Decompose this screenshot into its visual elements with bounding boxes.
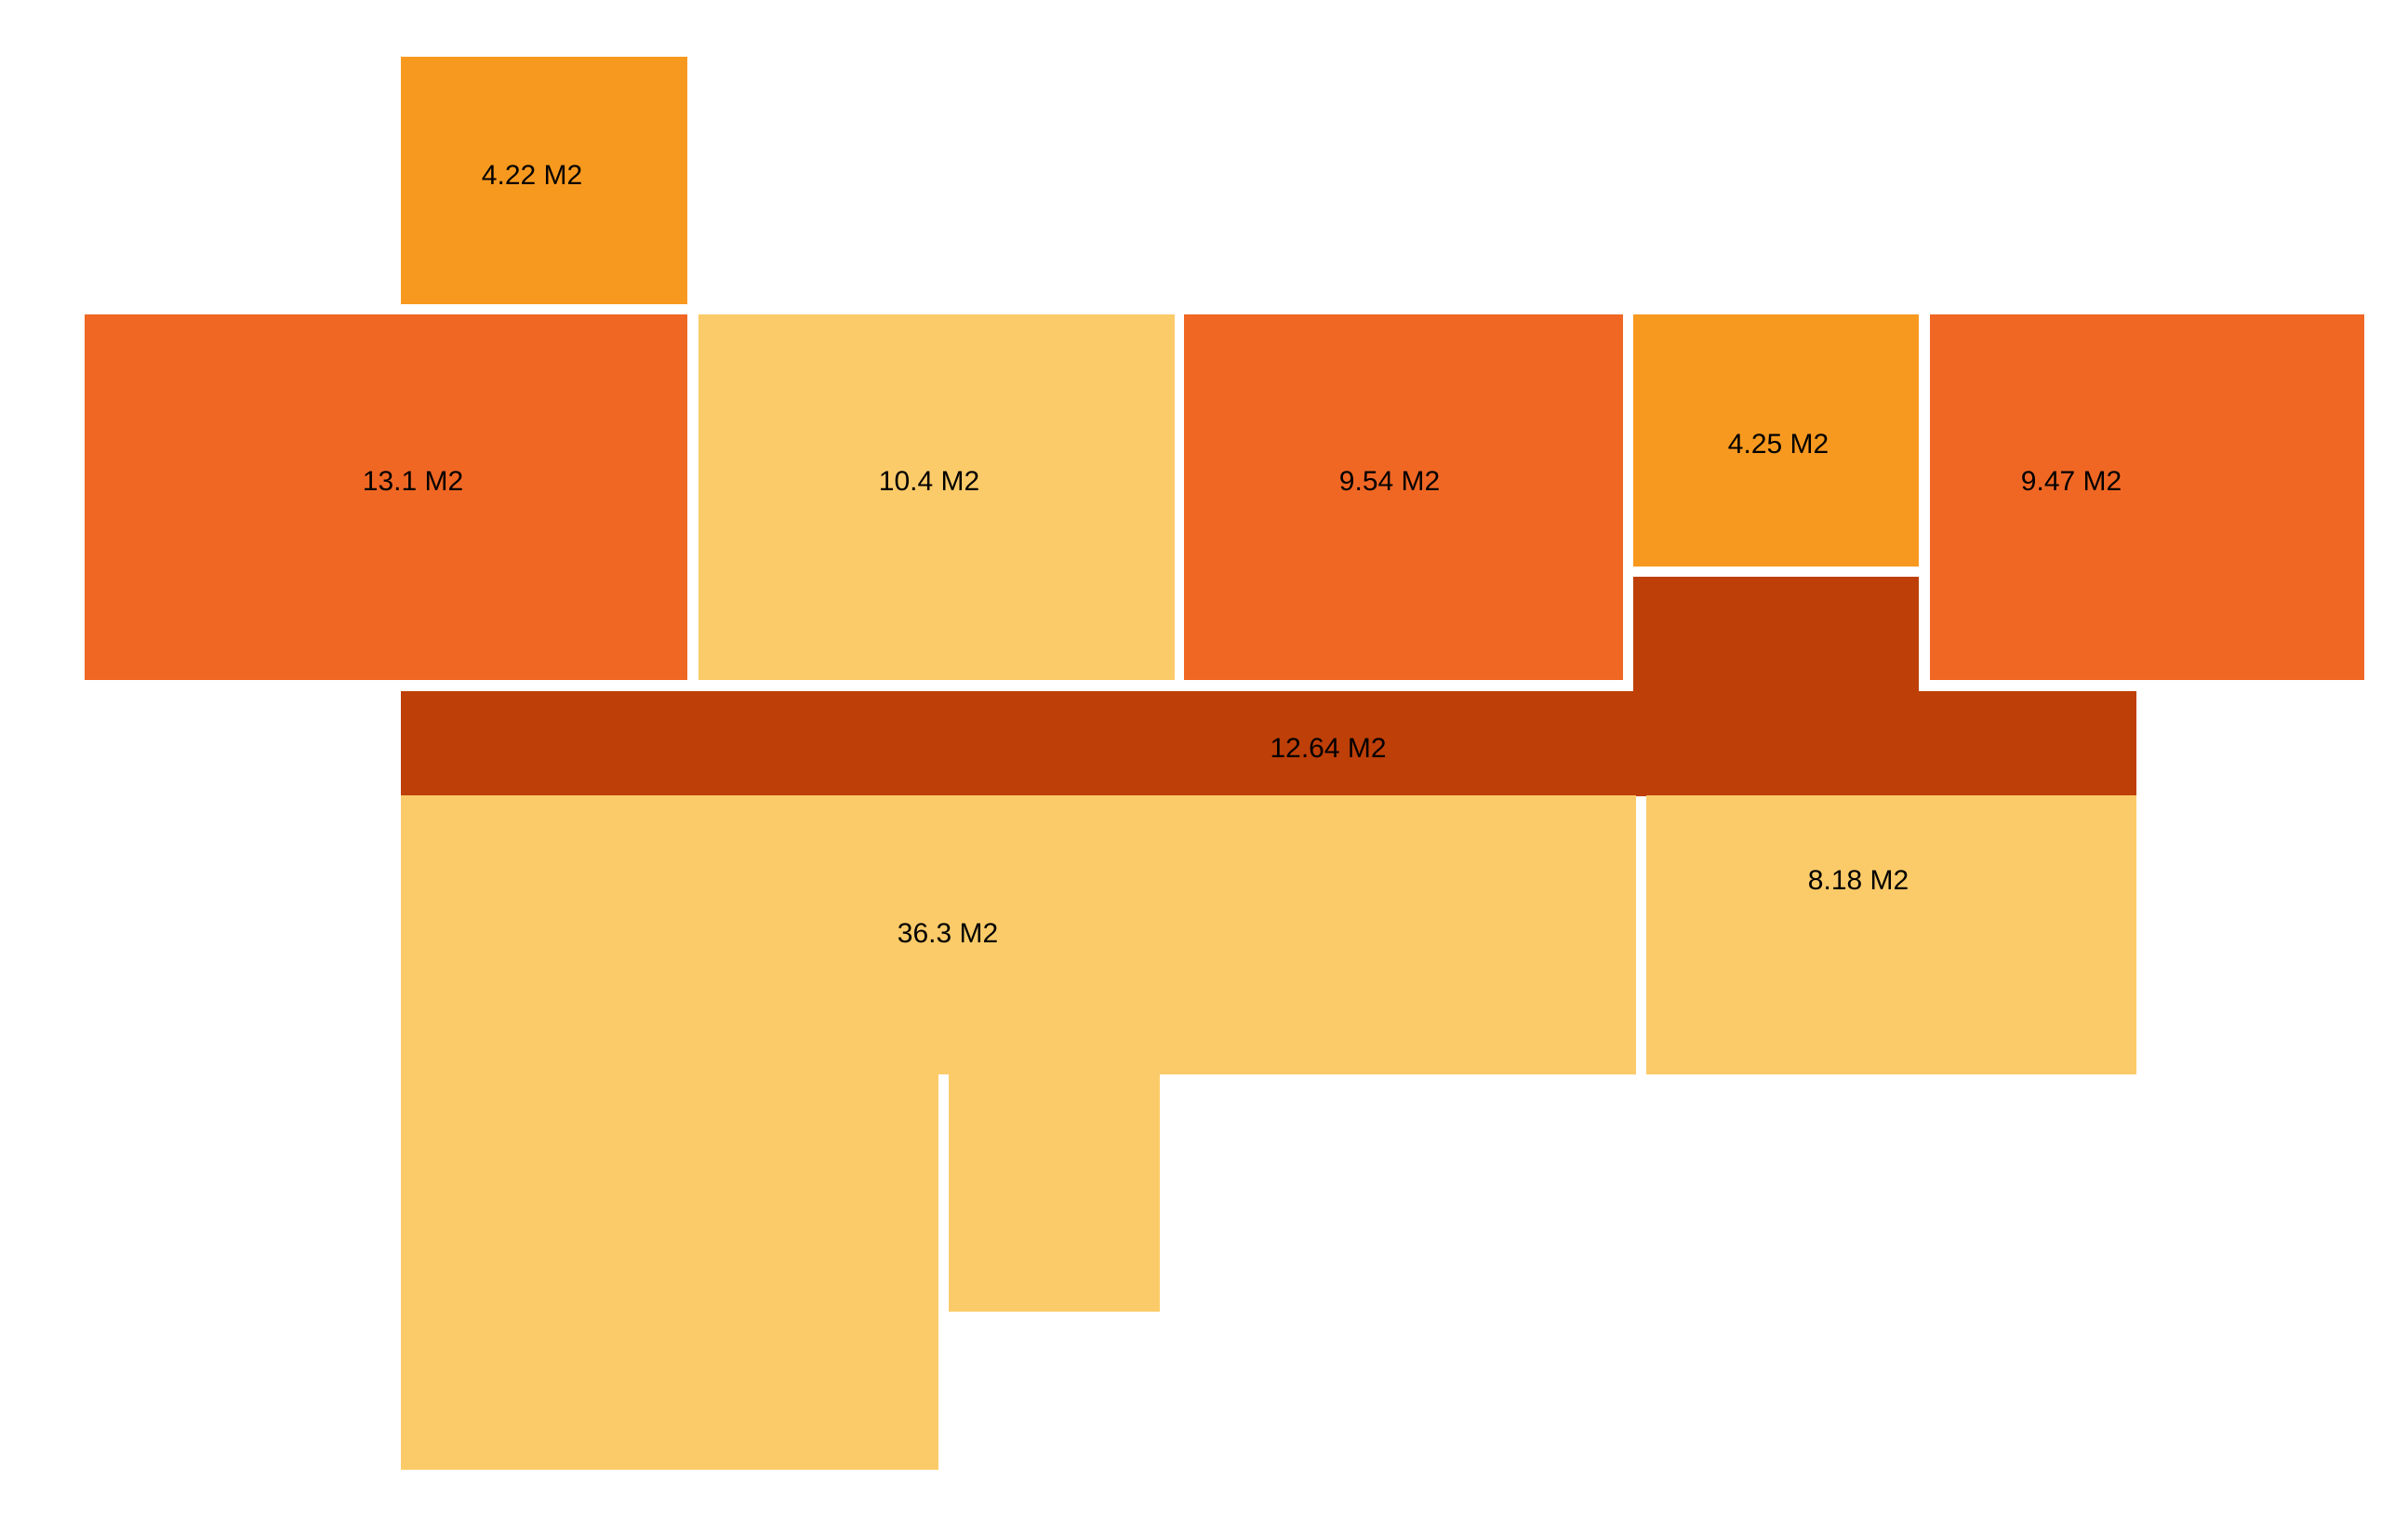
room-shape — [401, 57, 687, 304]
room-shape — [85, 314, 687, 680]
room-shape — [401, 1070, 938, 1470]
room-10-4: 10.4 M2 — [698, 314, 1175, 680]
room-area-label: 36.3 M2 — [898, 918, 998, 949]
room-shape — [949, 1070, 1160, 1312]
room-9-54: 9.54 M2 — [1184, 314, 1623, 680]
room-36-3: 36.3 M2 — [401, 795, 1636, 1470]
room-12-64: 12.64 M2 — [401, 577, 2136, 796]
room-shape — [1633, 314, 1919, 567]
room-area-label: 9.54 M2 — [1339, 466, 1440, 497]
room-shape — [1646, 795, 2136, 1074]
room-shape — [401, 691, 2136, 796]
room-area-label: 8.18 M2 — [1808, 865, 1909, 896]
room-13-1: 13.1 M2 — [85, 314, 687, 680]
room-shape — [1930, 314, 2364, 680]
room-area-label: 9.47 M2 — [2021, 466, 2122, 497]
room-4-22: 4.22 M2 — [401, 57, 687, 304]
room-4-25: 4.25 M2 — [1633, 314, 1919, 567]
room-shape — [698, 314, 1175, 680]
room-shape — [401, 795, 1636, 1074]
room-9-47: 9.47 M2 — [1930, 314, 2364, 680]
room-shape — [1184, 314, 1623, 680]
room-area-label: 12.64 M2 — [1270, 733, 1386, 764]
room-area-label: 13.1 M2 — [363, 466, 463, 497]
room-area-label: 4.25 M2 — [1728, 429, 1829, 460]
room-shape — [1633, 577, 1919, 698]
room-area-label: 10.4 M2 — [879, 466, 979, 497]
room-8-18: 8.18 M2 — [1646, 795, 2136, 1074]
room-area-label: 4.22 M2 — [482, 160, 582, 191]
